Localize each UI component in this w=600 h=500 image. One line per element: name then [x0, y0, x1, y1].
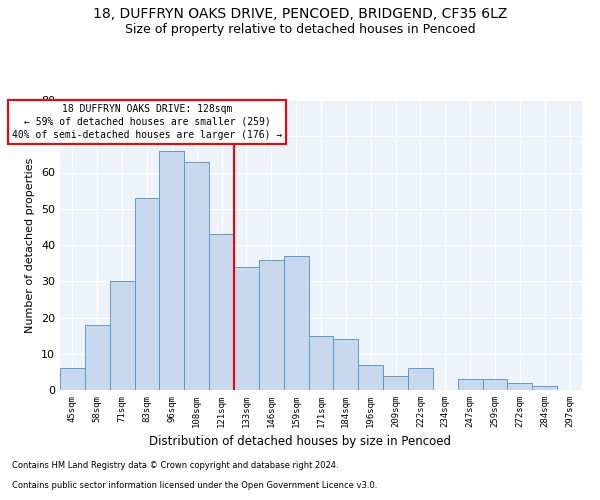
Bar — [284, 256, 308, 390]
Y-axis label: Number of detached properties: Number of detached properties — [25, 158, 35, 332]
Bar — [334, 339, 358, 390]
Text: Size of property relative to detached houses in Pencoed: Size of property relative to detached ho… — [125, 22, 475, 36]
Bar — [60, 368, 85, 390]
Bar — [508, 383, 532, 390]
Bar — [209, 234, 234, 390]
Bar — [308, 336, 334, 390]
Text: Contains public sector information licensed under the Open Government Licence v3: Contains public sector information licen… — [12, 481, 377, 490]
Bar — [234, 267, 259, 390]
Bar — [532, 386, 557, 390]
Bar — [110, 281, 134, 390]
Text: 18 DUFFRYN OAKS DRIVE: 128sqm
← 59% of detached houses are smaller (259)
40% of : 18 DUFFRYN OAKS DRIVE: 128sqm ← 59% of d… — [12, 104, 282, 140]
Bar — [482, 379, 508, 390]
Bar — [85, 325, 110, 390]
Bar — [408, 368, 433, 390]
Text: Distribution of detached houses by size in Pencoed: Distribution of detached houses by size … — [149, 435, 451, 448]
Bar — [160, 151, 184, 390]
Bar — [458, 379, 482, 390]
Bar — [358, 364, 383, 390]
Bar — [184, 162, 209, 390]
Text: 18, DUFFRYN OAKS DRIVE, PENCOED, BRIDGEND, CF35 6LZ: 18, DUFFRYN OAKS DRIVE, PENCOED, BRIDGEN… — [93, 8, 507, 22]
Bar — [259, 260, 284, 390]
Text: Contains HM Land Registry data © Crown copyright and database right 2024.: Contains HM Land Registry data © Crown c… — [12, 461, 338, 470]
Bar — [383, 376, 408, 390]
Bar — [134, 198, 160, 390]
